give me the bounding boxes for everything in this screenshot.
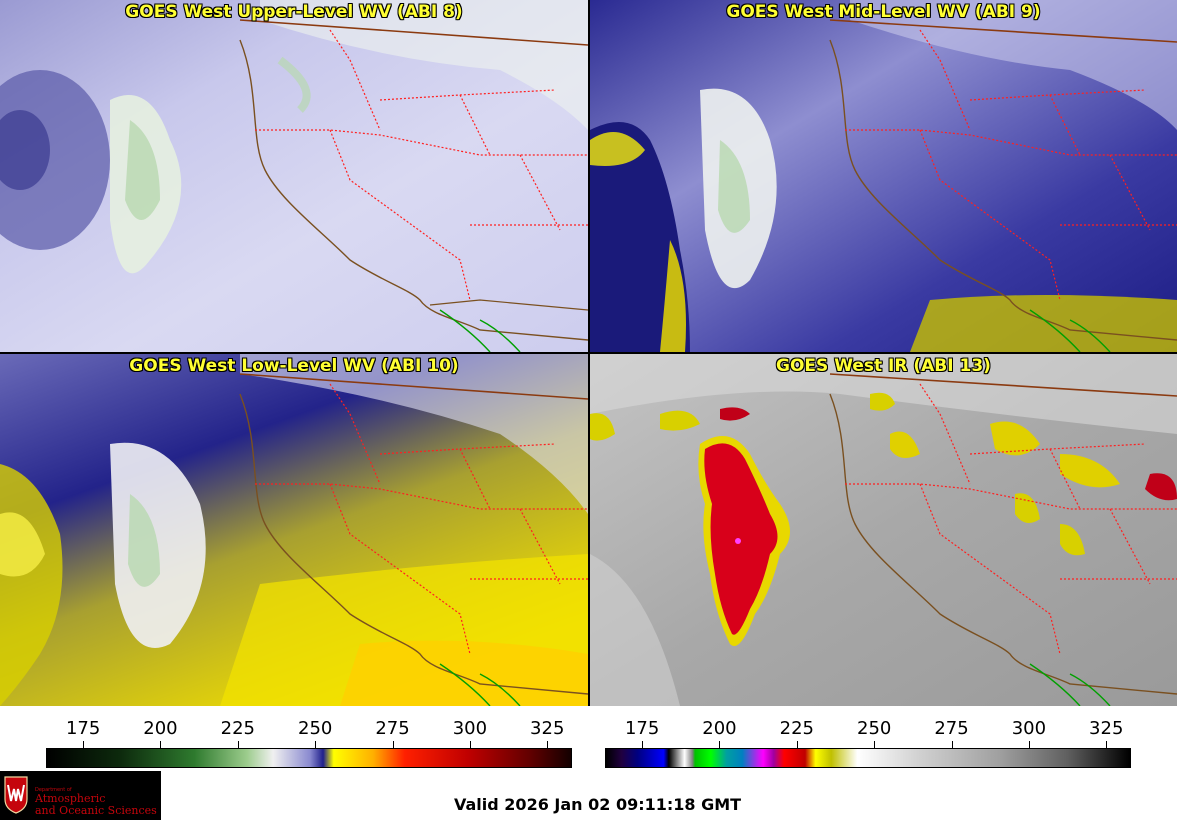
colorbar-tick-mark — [719, 741, 721, 748]
colorbar-tick-mark — [1106, 741, 1108, 748]
low-level-wv-image — [0, 354, 588, 706]
panel-title: GOES West Upper-Level WV (ABI 8) — [125, 2, 463, 22]
colorbar-tick-mark — [392, 741, 394, 748]
mid-level-wv-image — [590, 0, 1177, 352]
panel-title: GOES West Low-Level WV (ABI 10) — [129, 356, 459, 376]
colorbar-tick-mark — [237, 741, 239, 748]
colorbar-tick-label: 225 — [220, 718, 255, 739]
colorbar-tick-mark — [83, 741, 85, 748]
uw-aos-logo: Department of Atmospheric and Oceanic Sc… — [0, 771, 161, 820]
colorbar-tick-label: 175 — [65, 718, 101, 739]
colorbar-tick-label: 250 — [857, 718, 892, 739]
panel-divider-horizontal — [0, 352, 1177, 354]
colorbar-wv — [46, 748, 572, 768]
panel-ir: GOES West IR (ABI 13) — [590, 354, 1177, 706]
panel-mid-level-wv: GOES West Mid-Level WV (ABI 9) — [590, 0, 1177, 352]
valid-time: Valid 2026 Jan 02 09:11:18 GMT — [454, 795, 742, 814]
colorbar-tick-mark — [951, 741, 953, 748]
panel-title: GOES West IR (ABI 13) — [776, 356, 991, 376]
colorbar-tick-label: 300 — [452, 718, 488, 739]
logo-atmospheric-text: Atmospheric — [35, 792, 106, 805]
colorbar-tick-label: 275 — [934, 718, 969, 739]
logo-oceanic-text: and Oceanic Sciences — [35, 804, 157, 817]
colorbar-tick-mark — [1028, 741, 1030, 748]
colorbar-tick-label: 200 — [143, 718, 178, 739]
colorbar-tick-label: 200 — [702, 718, 737, 739]
colorbar-ir — [605, 748, 1131, 768]
colorbar-tick-mark — [874, 741, 876, 748]
uw-crest-icon — [4, 776, 28, 814]
panel-title: GOES West Mid-Level WV (ABI 9) — [726, 2, 1041, 22]
colorbar-tick-mark — [642, 741, 644, 748]
colorbar-tick-label: 225 — [779, 718, 814, 739]
colorbar-tick-mark — [796, 741, 798, 748]
colorbar-tick-label: 325 — [530, 718, 565, 739]
colorbar-tick-mark — [469, 741, 471, 748]
colorbar-tick-label: 175 — [624, 718, 660, 739]
upper-level-wv-image — [0, 0, 588, 352]
colorbar-tick-mark — [315, 741, 317, 748]
ir-image — [590, 354, 1177, 706]
colorbar-tick-label: 250 — [298, 718, 333, 739]
colorbar-tick-label: 300 — [1011, 718, 1047, 739]
colorbar-tick-mark — [547, 741, 549, 748]
panel-low-level-wv: GOES West Low-Level WV (ABI 10) — [0, 354, 588, 706]
colorbar-tick-label: 325 — [1089, 718, 1124, 739]
colorbar-tick-mark — [160, 741, 162, 748]
panel-upper-level-wv: GOES West Upper-Level WV (ABI 8) — [0, 0, 588, 352]
logo-department-text: Department of — [35, 787, 72, 793]
colorbar-tick-label: 275 — [375, 718, 410, 739]
